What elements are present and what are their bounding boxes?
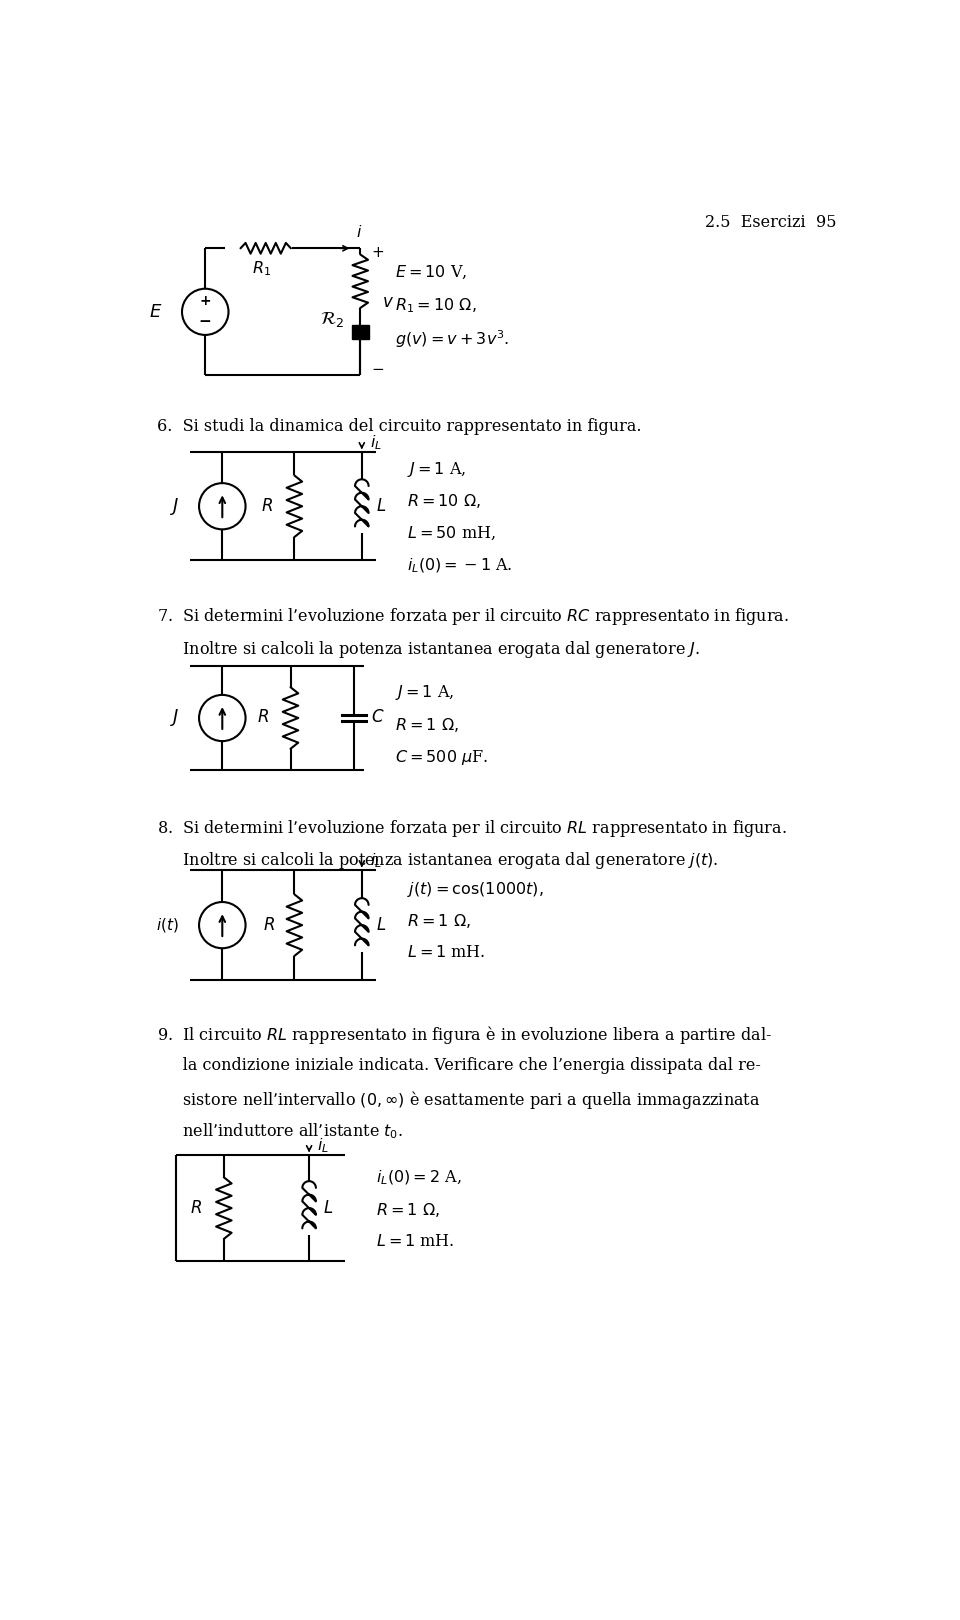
- Text: $J$: $J$: [170, 496, 180, 517]
- Text: $i_L(0) = -1$ A.: $i_L(0) = -1$ A.: [407, 557, 513, 575]
- Text: nell’induttore all’istante $t_0$.: nell’induttore all’istante $t_0$.: [157, 1121, 403, 1140]
- Text: sistore nell’intervallo $(0, \infty)$ è esattamente pari a quella immagazzinata: sistore nell’intervallo $(0, \infty)$ è …: [157, 1089, 760, 1111]
- Text: $L$: $L$: [375, 917, 386, 933]
- Text: $j(t) = \cos(1000t),$: $j(t) = \cos(1000t),$: [407, 880, 543, 899]
- Text: 95: 95: [816, 214, 837, 230]
- Text: $\mathcal{R}_2$: $\mathcal{R}_2$: [320, 309, 345, 329]
- Text: $i_L$: $i_L$: [317, 1136, 329, 1155]
- Text: 8.  Si determini l’evoluzione forzata per il circuito $RL$ rappresentato in figu: 8. Si determini l’evoluzione forzata per…: [157, 818, 787, 839]
- Text: $R$: $R$: [261, 497, 273, 515]
- Text: Inoltre si calcoli la potenza istantanea erogata dal generatore $J$.: Inoltre si calcoli la potenza istantanea…: [157, 638, 700, 659]
- Text: $i_L$: $i_L$: [370, 433, 381, 452]
- Text: $J = 1$ A,: $J = 1$ A,: [396, 684, 454, 703]
- Text: $C$: $C$: [372, 710, 385, 726]
- Text: −: −: [199, 314, 211, 329]
- Text: $L$: $L$: [375, 497, 386, 515]
- Text: $R = 1\ \Omega,$: $R = 1\ \Omega,$: [375, 1200, 440, 1218]
- Text: $R = 10\ \Omega,$: $R = 10\ \Omega,$: [407, 492, 481, 510]
- Text: $i$: $i$: [356, 224, 363, 241]
- Text: $i_L$: $i_L$: [370, 850, 381, 870]
- Text: 7.  Si determini l’evoluzione forzata per il circuito $RC$ rappresentato in figu: 7. Si determini l’evoluzione forzata per…: [157, 606, 789, 627]
- Text: $+$: $+$: [372, 245, 384, 261]
- Text: $E$: $E$: [150, 303, 162, 321]
- Text: 6.  Si studi la dinamica del circuito rappresentato in figura.: 6. Si studi la dinamica del circuito rap…: [157, 418, 641, 434]
- Text: +: +: [200, 295, 211, 308]
- Text: $L = 1$ mH.: $L = 1$ mH.: [375, 1233, 454, 1251]
- Text: $C = 500\ \mu$F.: $C = 500\ \mu$F.: [396, 748, 489, 766]
- Text: $R$: $R$: [190, 1199, 203, 1217]
- Text: 2.5  Esercizi: 2.5 Esercizi: [706, 214, 805, 230]
- Text: $R_1$: $R_1$: [252, 259, 271, 277]
- Text: $J = 1$ A,: $J = 1$ A,: [407, 460, 466, 480]
- Text: $-$: $-$: [372, 360, 384, 376]
- Text: $v$: $v$: [382, 295, 394, 311]
- Text: $E = 10$ V,: $E = 10$ V,: [396, 264, 468, 280]
- Text: la condizione iniziale indicata. Verificare che l’energia dissipata dal re-: la condizione iniziale indicata. Verific…: [157, 1056, 761, 1074]
- Text: $i_L(0) = 2$ A,: $i_L(0) = 2$ A,: [375, 1168, 462, 1187]
- Text: $R$: $R$: [263, 917, 275, 933]
- Text: $J$: $J$: [170, 708, 180, 729]
- Text: $R$: $R$: [257, 710, 269, 726]
- Text: $L = 50$ mH,: $L = 50$ mH,: [407, 525, 495, 543]
- Text: $i(t)$: $i(t)$: [156, 917, 179, 935]
- Text: $R = 1\ \Omega,$: $R = 1\ \Omega,$: [396, 716, 459, 734]
- Bar: [351, 326, 369, 339]
- Text: $R_1 = 10\ \Omega,$: $R_1 = 10\ \Omega,$: [396, 296, 477, 314]
- Text: $R = 1\ \Omega,$: $R = 1\ \Omega,$: [407, 912, 470, 930]
- Text: $g(v) = v + 3v^3.$: $g(v) = v + 3v^3.$: [396, 329, 510, 350]
- Text: $L = 1$ mH.: $L = 1$ mH.: [407, 944, 486, 961]
- Text: Inoltre si calcoli la potenza istantanea erogata dal generatore $j(t)$.: Inoltre si calcoli la potenza istantanea…: [157, 850, 719, 872]
- Text: 9.  Il circuito $RL$ rappresentato in figura è in evoluzione libera a partire da: 9. Il circuito $RL$ rappresentato in fig…: [157, 1024, 772, 1047]
- Text: $L$: $L$: [324, 1199, 333, 1217]
